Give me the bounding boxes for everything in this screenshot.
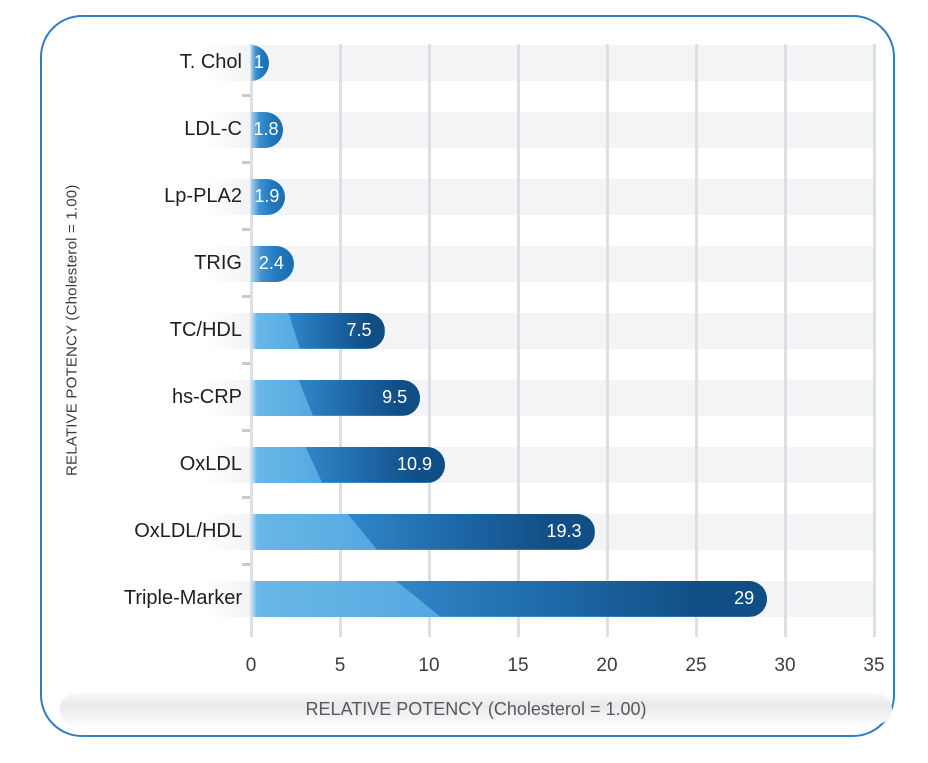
bar: 29 — [251, 580, 768, 617]
bar: 10.9 — [251, 446, 446, 483]
bar-row: TRIG 2.4 — [194, 230, 874, 297]
category-label: T. Chol — [179, 51, 242, 73]
row-stripe — [203, 44, 874, 81]
bar: 7.5 — [251, 312, 385, 349]
bar-value-label: 19.3 — [546, 521, 582, 541]
y-axis-minor-tick — [242, 228, 251, 231]
bar-value-label: 10.9 — [396, 454, 433, 474]
category-label: LDL-C — [184, 118, 242, 140]
x-axis-caption-text: RELATIVE POTENCY (Cholesterol = 1.00) — [305, 698, 647, 719]
y-axis-minor-tick — [242, 429, 251, 432]
bar-row: TC/HDL 7.5 — [170, 297, 874, 364]
x-axis-tick — [695, 622, 698, 637]
chart-frame: RELATIVE POTENCY (Cholesterol = 1.00) T.… — [40, 15, 895, 737]
bar: 1.8 — [251, 111, 284, 148]
category-label: TC/HDL — [169, 319, 242, 341]
bar-row: Lp-PLA2 1.9 — [164, 163, 874, 230]
bar-value-label: 9.5 — [382, 387, 408, 407]
bar-row: T. Chol 1 — [180, 29, 874, 96]
row-stripe — [203, 178, 874, 215]
bar-value-label: 29 — [734, 588, 755, 608]
category-label: Triple-Marker — [123, 587, 242, 609]
bar-value-label: 1 — [253, 52, 264, 72]
x-axis-tick — [516, 622, 520, 637]
rows-layer: T. Chol 1 LDL-C 1.8 Lp-PLA2 1.9 TRIG 2.4 TC/HDL 7… — [124, 29, 874, 632]
x-axis-caption-band: RELATIVE POTENCY (Cholesterol = 1.00) — [60, 694, 892, 724]
category-label: Lp-PLA2 — [164, 185, 242, 207]
bar: 1.9 — [251, 178, 285, 215]
x-tick-label: 20 — [596, 655, 618, 676]
x-tick-label: 5 — [334, 655, 346, 676]
x-tick-label: 10 — [418, 655, 440, 676]
gridline — [783, 44, 787, 622]
x-axis-tick — [606, 622, 609, 637]
x-tick-label: 0 — [245, 655, 257, 676]
x-axis-tick — [783, 622, 787, 637]
x-axis-tick — [250, 622, 253, 637]
gridline — [606, 44, 609, 622]
x-tick-label: 15 — [507, 655, 529, 676]
x-axis-tick — [339, 622, 342, 637]
bar-row: Triple-Marker 29 — [124, 565, 874, 632]
bar-row: OxLDL 10.9 — [180, 431, 874, 498]
category-label: OxLDL/HDL — [134, 520, 242, 542]
y-axis-minor-tick — [242, 161, 251, 164]
bar-value-label: 7.5 — [346, 320, 372, 340]
category-label: TRIG — [194, 252, 242, 274]
bar: 1 — [251, 44, 269, 81]
bar-value-label: 2.4 — [258, 253, 284, 273]
y-axis-minor-tick — [242, 496, 251, 499]
bar-value-label: 1.8 — [253, 119, 279, 139]
x-tick-label: 25 — [685, 655, 707, 676]
bar: 2.4 — [251, 245, 294, 282]
y-axis-minor-tick — [242, 94, 251, 97]
y-axis-title: RELATIVE POTENCY (Cholesterol = 1.00) — [63, 184, 81, 477]
row-stripe — [203, 111, 874, 148]
gridline — [516, 44, 520, 622]
plot-area: T. Chol 1 LDL-C 1.8 Lp-PLA2 1.9 TRIG 2.4 TC/HDL 7… — [124, 29, 885, 676]
gridline — [695, 44, 698, 622]
x-tick-label: 35 — [863, 655, 885, 676]
gridline — [873, 44, 876, 622]
x-tick-labels: 0 5 10 15 20 25 30 35 — [246, 29, 885, 676]
bar: 19.3 — [251, 513, 595, 550]
y-axis-minor-tick — [242, 362, 251, 365]
row-stripe — [203, 245, 874, 282]
gridline — [427, 44, 431, 622]
y-axis-minor-tick — [242, 563, 251, 566]
x-axis-tick — [427, 622, 431, 637]
category-label: hs-CRP — [171, 386, 242, 408]
x-axis-tick — [873, 622, 876, 637]
bar-row: LDL-C 1.8 — [184, 96, 874, 163]
bar-value-label: 1.9 — [254, 186, 280, 206]
bar: 9.5 — [251, 379, 421, 416]
y-axis-minor-tick — [242, 295, 251, 298]
bar-row: hs-CRP 9.5 — [172, 364, 874, 431]
bar-row: OxLDL/HDL 19.3 — [134, 498, 874, 565]
x-tick-label: 30 — [774, 655, 796, 676]
category-label: OxLDL — [179, 453, 242, 475]
